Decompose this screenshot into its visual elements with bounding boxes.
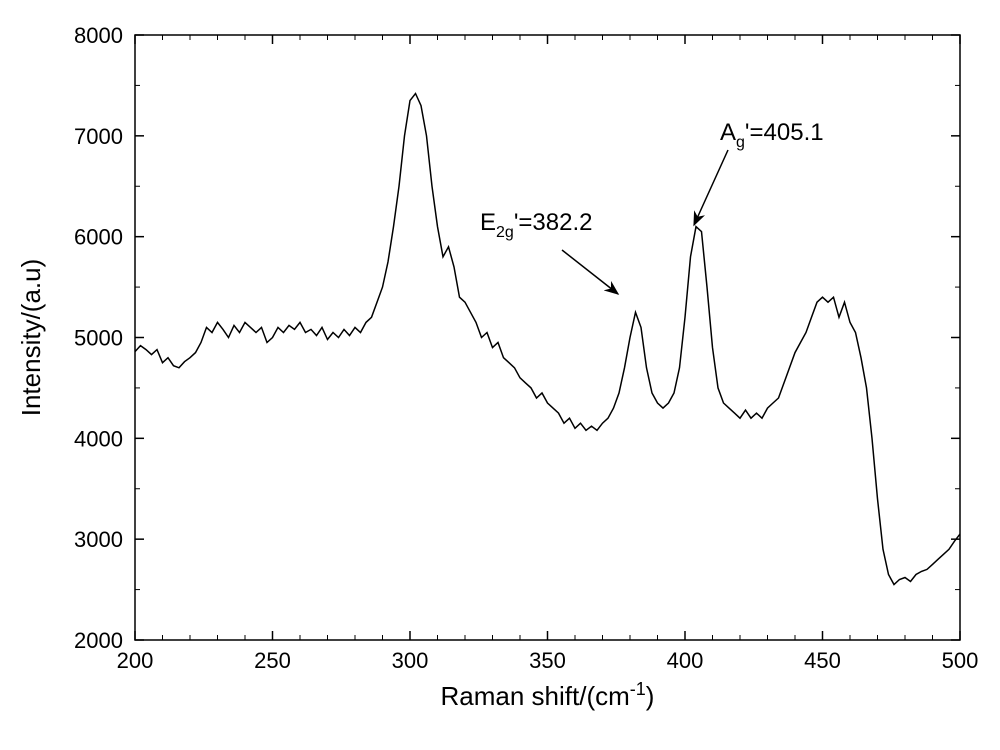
svg-text:300: 300: [392, 648, 429, 673]
annotation-arrow-1: [694, 150, 728, 225]
raman-spectrum-chart: 2002503003504004505002000300040005000600…: [0, 0, 1000, 750]
y-axis-label: Intensity/(a.u): [16, 259, 46, 417]
svg-text:450: 450: [804, 648, 841, 673]
annotation-arrow-0: [562, 250, 618, 294]
svg-text:7000: 7000: [74, 124, 123, 149]
svg-text:6000: 6000: [74, 225, 123, 250]
svg-text:2000: 2000: [74, 628, 123, 653]
svg-text:500: 500: [942, 648, 979, 673]
svg-text:3000: 3000: [74, 527, 123, 552]
svg-text:4000: 4000: [74, 426, 123, 451]
annotation-label-0: E2g'=382.2: [480, 209, 592, 241]
x-axis-label: Raman shift/(cm-1): [441, 679, 655, 711]
svg-text:400: 400: [667, 648, 704, 673]
svg-text:250: 250: [254, 648, 291, 673]
svg-text:5000: 5000: [74, 326, 123, 351]
svg-text:8000: 8000: [74, 23, 123, 48]
svg-text:350: 350: [529, 648, 566, 673]
spectrum-line: [135, 94, 960, 585]
annotation-label-1: Ag'=405.1: [720, 119, 824, 151]
chart-svg: 2002503003504004505002000300040005000600…: [0, 0, 1000, 750]
